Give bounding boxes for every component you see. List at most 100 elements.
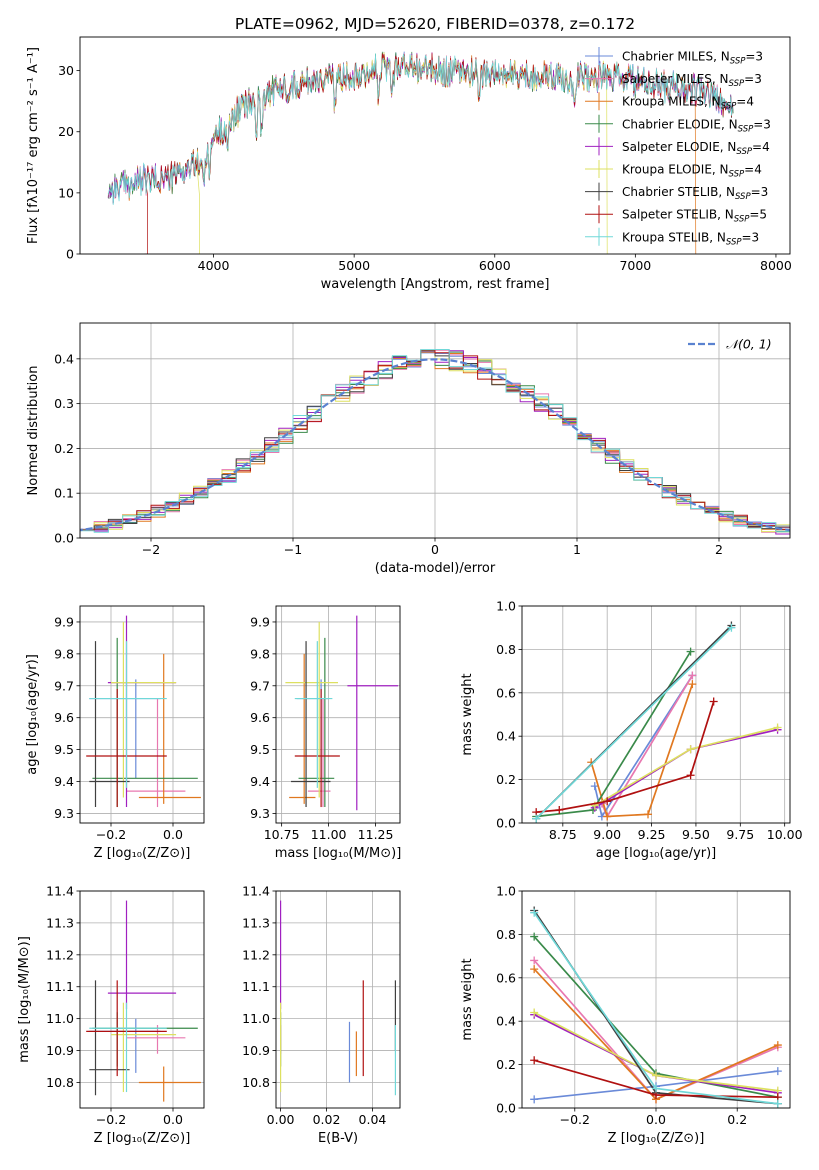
x-axis-label: mass [log₁₀(M/M⊙)] <box>275 846 402 861</box>
x-tick-label: 11.00 <box>311 827 347 842</box>
weight-marker-7 <box>603 797 612 806</box>
y-tick-label: 11.0 <box>242 1011 270 1026</box>
y-tick-label: 0.2 <box>496 772 516 787</box>
y-tick-label: 30 <box>58 63 74 78</box>
x-tick-label: 0.2 <box>727 1112 747 1127</box>
y-tick-label: 10.8 <box>242 1075 270 1090</box>
x-tick-label: 0.04 <box>359 1112 387 1127</box>
x-axis-label: (data-model)/error <box>375 561 496 576</box>
y-tick-label: 11.2 <box>46 947 74 962</box>
figure-title: PLATE=0962, MJD=52620, FIBERID=0378, z=0… <box>235 15 635 33</box>
y-tick-label: 9.4 <box>250 774 270 789</box>
mass-vs-ebv-panel: 0.00 0.02 0.04 10.8 10.9 11.0 11.1 11.2 11.3 11.4… <box>242 884 401 1146</box>
weight-marker-2 <box>688 680 697 689</box>
legend-entry: 𝒩(0, 1) <box>726 337 772 352</box>
y-axis-label: mass weight <box>460 958 475 1040</box>
axes-frame <box>275 605 401 824</box>
weight-marker-8 <box>530 908 539 917</box>
axes-frame <box>275 890 401 1109</box>
x-tick-label: 0.02 <box>313 1112 341 1127</box>
weight-marker-5 <box>652 1071 660 1080</box>
axes-frame <box>79 605 205 824</box>
legend-entry: Kroupa MILES, NSSP=4 <box>622 95 754 112</box>
y-tick-label: 11.3 <box>46 915 74 930</box>
x-axis-label: Z [log₁₀(Z/Z⊙)] <box>94 1131 191 1146</box>
y-tick-label: 9.9 <box>54 614 74 629</box>
weight-marker-3 <box>530 932 539 941</box>
x-tick-label: 8.75 <box>549 827 577 842</box>
y-tick-label: 9.5 <box>250 742 270 757</box>
weight-marker-8 <box>652 1084 660 1093</box>
weight-marker-3 <box>686 647 695 656</box>
y-tick-label: 20 <box>58 124 74 139</box>
weight-marker-2 <box>773 1041 782 1050</box>
y-tick-label: 0 <box>66 247 74 262</box>
x-tick-label: 9.25 <box>638 827 666 842</box>
y-tick-label: 11.1 <box>242 979 270 994</box>
weight-line-8 <box>535 627 732 820</box>
weight-line-2 <box>590 683 694 818</box>
y-tick-label: 1.0 <box>496 599 516 614</box>
legend-entry: Salpeter ELODIE, NSSP=4 <box>622 140 770 157</box>
weight-marker-1 <box>530 956 539 965</box>
x-tick-label: 10.00 <box>767 827 803 842</box>
x-tick-label: −1 <box>284 542 302 557</box>
weight-marker-5 <box>773 723 782 732</box>
y-tick-label: 0.0 <box>496 1101 516 1116</box>
y-tick-label: 10 <box>58 185 74 200</box>
y-tick-label: 0.8 <box>496 642 516 657</box>
x-axis-label: Z [log₁₀(Z/Z⊙)] <box>94 846 191 861</box>
axes-frame <box>521 605 791 824</box>
legend-entry: Salpeter STELIB, NSSP=5 <box>622 208 767 225</box>
weight-marker-7 <box>686 771 695 780</box>
x-tick-label: 11.25 <box>358 827 394 842</box>
x-tick-label: 0.0 <box>163 1112 183 1127</box>
x-axis-label: E(B-V) <box>318 1131 358 1146</box>
gaussian-curve <box>80 358 790 532</box>
y-axis-label: Normed distribution <box>26 366 41 496</box>
x-tick-label: −0.2 <box>560 1112 590 1127</box>
y-tick-label: 10.9 <box>242 1043 270 1058</box>
y-tick-label: 0.4 <box>496 1014 516 1029</box>
y-tick-label: 11.0 <box>46 1011 74 1026</box>
x-tick-label: 0.0 <box>163 827 183 842</box>
y-tick-label: 1.0 <box>496 884 516 899</box>
y-tick-label: 9.7 <box>250 678 270 693</box>
x-tick-label: 0 <box>431 542 439 557</box>
y-axis-label: mass [log₁₀(M/M⊙)] <box>17 936 32 1063</box>
x-tick-label: −0.2 <box>96 1112 126 1127</box>
y-tick-label: 0.6 <box>496 970 516 985</box>
y-tick-label: 9.8 <box>250 646 270 661</box>
y-tick-label: 0.4 <box>496 729 516 744</box>
y-tick-label: 11.3 <box>242 915 270 930</box>
legend-entry: Chabrier ELODIE, NSSP=3 <box>622 117 771 134</box>
weight-marker-2 <box>530 965 539 974</box>
x-tick-label: 7000 <box>619 258 651 273</box>
histogram-8 <box>80 349 790 533</box>
y-tick-label: 0.8 <box>496 927 516 942</box>
x-tick-label: −0.2 <box>96 827 126 842</box>
y-tick-label: 9.7 <box>54 678 74 693</box>
x-tick-label: 10.75 <box>264 827 300 842</box>
legend-entry: Chabrier MILES, NSSP=3 <box>622 50 763 67</box>
age-vs-metallicity-panel: −0.2 0.0 9.3 9.4 9.5 9.6 9.7 9.8 9.9 Z [log₁₀(Z/Z… <box>25 605 205 861</box>
axes-frame <box>79 36 791 255</box>
y-tick-label: 9.4 <box>54 774 74 789</box>
weight-marker-8 <box>727 623 736 632</box>
y-tick-label: 0.4 <box>54 351 74 366</box>
axes-frame <box>79 890 205 1109</box>
x-tick-label: 6000 <box>479 258 511 273</box>
x-axis-label: age [log₁₀(age/yr)] <box>596 846 717 861</box>
x-tick-label: 4000 <box>198 258 230 273</box>
y-tick-label: 0.6 <box>496 685 516 700</box>
y-tick-label: 9.3 <box>54 806 74 821</box>
x-axis-label: Z [log₁₀(Z/Z⊙)] <box>608 1131 705 1146</box>
mass-vs-metallicity-panel: −0.2 0.0 10.8 10.9 11.0 11.1 11.2 11.3 11.4 Z [lo… <box>17 884 205 1146</box>
y-tick-label: 0.2 <box>496 1057 516 1072</box>
y-tick-label: 11.4 <box>46 884 74 899</box>
y-tick-label: 9.6 <box>54 710 74 725</box>
residuals-histogram-panel: −2 −1 0 1 2 0.0 0.1 0.2 0.3 0.4 (data-model)/error… <box>26 322 791 576</box>
x-tick-label: 8000 <box>760 258 792 273</box>
x-tick-label: −2 <box>142 542 160 557</box>
